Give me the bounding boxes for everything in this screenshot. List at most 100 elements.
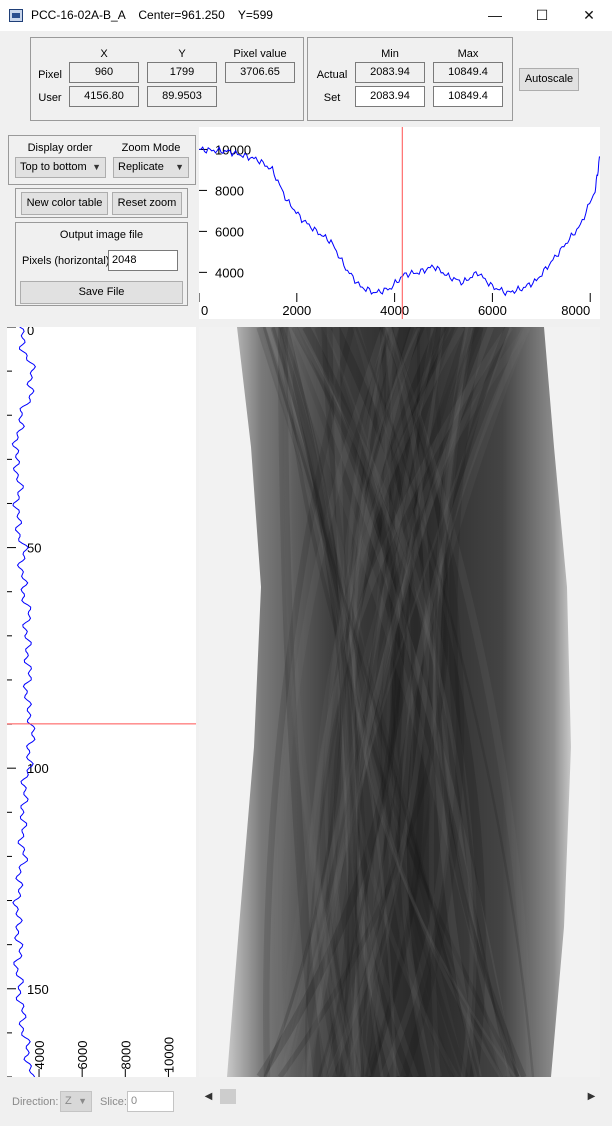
scroll-thumb[interactable] — [220, 1089, 236, 1104]
pixel-y-field: 1799 — [147, 62, 217, 83]
output-group — [15, 222, 188, 306]
y-tick-label: 8000 — [215, 183, 244, 198]
streak — [429, 327, 471, 1077]
y-tick-label: 100 — [27, 761, 49, 776]
direction-label: Direction: — [12, 1096, 59, 1108]
streak — [305, 327, 495, 1077]
streak — [286, 327, 513, 1077]
streak — [275, 327, 474, 1077]
x-tick-label: 6000 — [478, 303, 507, 318]
streak — [326, 327, 449, 1077]
streak — [389, 327, 504, 1077]
y-tick-label: 50 — [27, 541, 41, 556]
direction-select[interactable]: Z ▼ — [60, 1091, 92, 1112]
streak — [314, 327, 409, 1077]
range-group — [307, 37, 513, 121]
streak — [434, 327, 520, 1077]
streak — [347, 327, 503, 1077]
vertical-profile-line — [11, 327, 37, 1077]
reset-zoom-button[interactable]: Reset zoom — [112, 192, 182, 215]
streak — [344, 327, 421, 1077]
set-max-input[interactable]: 10849.4 — [433, 86, 503, 107]
scroll-left-icon[interactable]: ◀ — [204, 1091, 213, 1102]
set-min-input[interactable]: 2083.94 — [355, 86, 425, 107]
streak — [354, 327, 535, 1077]
minimize-button[interactable]: — — [488, 7, 502, 23]
streak — [271, 327, 369, 1077]
zoom-mode-label: Zoom Mode — [121, 142, 181, 154]
actual-max-field: 10849.4 — [433, 62, 503, 83]
streak — [382, 327, 508, 1077]
streak — [324, 327, 435, 1077]
streak — [263, 327, 345, 1077]
user-y-field: 89.9503 — [147, 86, 217, 107]
window-title: PCC-16-02A-B_A Center=961.250 Y=599 — [31, 8, 273, 22]
close-button[interactable]: ✕ — [583, 7, 595, 23]
horizontal-profile-plot[interactable]: 0 2000 4000 6000 8000 4000 6000 8000 10000 — [199, 127, 600, 319]
slice-image — [227, 327, 571, 1077]
main-image[interactable] — [199, 327, 600, 1077]
actual-row-label: Actual — [316, 69, 348, 81]
display-order-select[interactable]: Top to bottom ▼ — [15, 157, 106, 178]
streak — [345, 327, 531, 1077]
streak — [384, 327, 465, 1077]
pixels-horizontal-input[interactable]: 2048 — [108, 250, 178, 271]
slice-input[interactable]: 0 — [127, 1091, 174, 1112]
streak — [263, 327, 356, 1077]
streak — [327, 327, 415, 1077]
max-column-label: Max — [457, 48, 479, 60]
streak — [290, 327, 450, 1077]
streak — [330, 327, 486, 1077]
pixels-horizontal-label: Pixels (horizontal) — [22, 255, 110, 267]
streak — [369, 327, 448, 1077]
streak — [393, 327, 484, 1077]
set-row-label: Set — [323, 92, 341, 104]
streak — [299, 327, 393, 1077]
chevron-down-icon: ▼ — [175, 162, 184, 172]
new-color-table-button[interactable]: New color table — [21, 192, 108, 215]
x-tick-label: 6000 — [75, 1041, 90, 1070]
save-file-button[interactable]: Save File — [20, 281, 183, 304]
streak — [380, 327, 480, 1077]
streak — [349, 327, 517, 1077]
streak — [432, 327, 482, 1077]
streak — [400, 327, 531, 1077]
y-tick-label: 0 — [27, 327, 34, 338]
zoom-mode-select[interactable]: Replicate ▼ — [113, 157, 189, 178]
x-tick-label: 4000 — [32, 1041, 47, 1070]
scroll-right-icon[interactable]: ▶ — [587, 1091, 596, 1102]
y-tick-label: 150 — [27, 982, 49, 997]
slice-label: Slice: — [100, 1096, 127, 1108]
display-order-value: Top to bottom — [20, 161, 87, 173]
title-bar: PCC-16-02A-B_A Center=961.250 Y=599 — ☐ … — [0, 0, 612, 31]
streak — [345, 327, 531, 1077]
streak — [346, 327, 511, 1077]
user-x-field: 4156.80 — [69, 86, 139, 107]
vertical-profile-chart: 0 50 100 150 4000 6000 8000 10000 — [7, 327, 196, 1077]
horizontal-scrollbar[interactable]: ◀ ▶ — [200, 1088, 600, 1105]
streak — [274, 327, 293, 1077]
autoscale-button[interactable]: Autoscale — [519, 68, 579, 91]
streak — [337, 327, 419, 1077]
streak — [355, 327, 438, 1077]
streak — [280, 327, 437, 1077]
user-row-label: User — [38, 92, 62, 104]
min-column-label: Min — [381, 48, 399, 60]
streak — [383, 327, 534, 1077]
maximize-button[interactable]: ☐ — [535, 7, 549, 23]
streak — [321, 327, 469, 1077]
chevron-down-icon: ▼ — [78, 1096, 87, 1106]
display-group — [8, 135, 196, 185]
streak — [293, 327, 474, 1077]
vertical-profile-plot[interactable]: 0 50 100 150 4000 6000 8000 10000 — [7, 327, 196, 1077]
pixel-row-label: Pixel — [38, 69, 62, 81]
x-tick-label: 8000 — [118, 1041, 133, 1070]
streak — [271, 327, 400, 1077]
streak — [362, 327, 397, 1077]
streak — [332, 327, 362, 1077]
streak — [351, 327, 387, 1077]
pixel-x-field: 960 — [69, 62, 139, 83]
zoom-mode-value: Replicate — [118, 161, 164, 173]
streak — [313, 327, 465, 1077]
buttons-group — [15, 188, 188, 218]
